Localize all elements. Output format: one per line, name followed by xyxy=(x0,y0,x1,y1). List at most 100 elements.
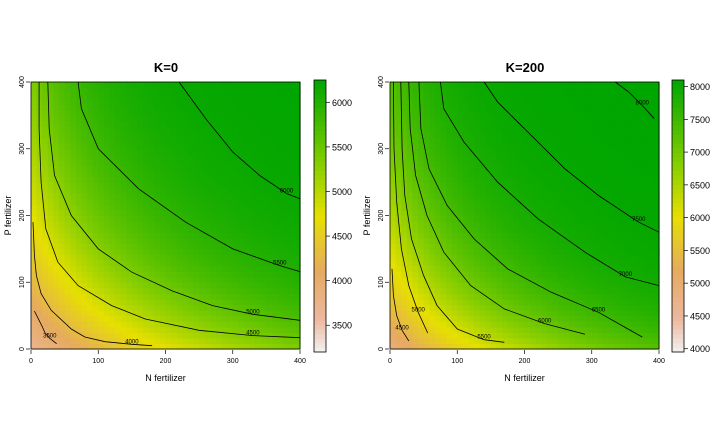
heatmap-cell xyxy=(440,232,447,239)
heatmap-cell xyxy=(227,182,234,189)
heatmap-cell xyxy=(98,298,105,306)
heatmap-cell xyxy=(546,315,554,322)
heatmap-cell xyxy=(541,315,548,322)
heatmap-cell xyxy=(513,337,520,345)
colorbar-tick-label: 6500 xyxy=(690,180,710,190)
heatmap-cell xyxy=(271,326,279,333)
heatmap-cell xyxy=(109,226,116,233)
heatmap-cell xyxy=(243,337,251,345)
heatmap-cell xyxy=(148,93,155,100)
heatmap-cell xyxy=(98,143,105,150)
heatmap-cell xyxy=(199,143,206,150)
heatmap-cell xyxy=(87,293,94,300)
heatmap-cell xyxy=(502,82,509,89)
heatmap-cell xyxy=(210,310,217,317)
heatmap-cell xyxy=(390,109,397,116)
heatmap-cell xyxy=(485,126,492,133)
heatmap-cell xyxy=(558,326,565,333)
heatmap-cell xyxy=(53,159,60,167)
heatmap-cell xyxy=(204,182,211,189)
heatmap-cell xyxy=(434,98,442,105)
heatmap-cell xyxy=(288,260,295,267)
heatmap-cell xyxy=(507,237,514,244)
heatmap-cell xyxy=(47,154,55,161)
heatmap-cell xyxy=(412,276,419,283)
heatmap-cell xyxy=(619,282,626,289)
heatmap-cell xyxy=(176,248,183,256)
heatmap-cell xyxy=(131,260,139,267)
heatmap-cell xyxy=(474,209,481,217)
heatmap-cell xyxy=(580,154,587,161)
heatmap-cell xyxy=(277,120,284,128)
heatmap-cell xyxy=(210,109,217,116)
heatmap-cell xyxy=(490,326,498,333)
heatmap-cell xyxy=(171,115,178,122)
heatmap-cell xyxy=(232,109,239,116)
heatmap-cell xyxy=(31,104,38,111)
heatmap-cell xyxy=(468,154,475,161)
heatmap-cell xyxy=(36,282,43,289)
contour-label: 7500 xyxy=(632,217,646,223)
heatmap-cell xyxy=(586,298,593,306)
heatmap-cell xyxy=(446,82,453,89)
heatmap-cell xyxy=(64,209,71,217)
heatmap-cell xyxy=(187,171,195,178)
heatmap-cell xyxy=(260,315,267,322)
heatmap-cell xyxy=(64,326,71,333)
heatmap-cell xyxy=(115,276,122,283)
heatmap-cell xyxy=(176,310,183,317)
heatmap-cell xyxy=(249,126,256,133)
colorbar-swatch xyxy=(314,116,326,122)
heatmap-cell xyxy=(148,226,155,233)
heatmap-cell xyxy=(502,204,509,211)
heatmap-cell xyxy=(193,204,200,211)
heatmap-cell xyxy=(546,126,554,133)
heatmap-cell xyxy=(204,337,211,345)
heatmap-cell xyxy=(277,198,284,205)
heatmap-cell xyxy=(260,93,267,100)
heatmap-cell xyxy=(227,159,234,167)
colorbar-swatch xyxy=(314,338,326,344)
heatmap-cell xyxy=(81,243,88,250)
heatmap-cell xyxy=(131,171,139,178)
heatmap-cell xyxy=(446,137,453,144)
heatmap-cell xyxy=(395,310,402,317)
heatmap-cell xyxy=(31,221,38,228)
heatmap-cell xyxy=(210,232,217,239)
colorbar-swatch xyxy=(672,293,684,299)
heatmap-cell xyxy=(103,282,111,289)
heatmap-cell xyxy=(546,254,554,261)
heatmap-cell xyxy=(294,298,301,306)
heatmap-cell xyxy=(159,154,167,161)
heatmap-cell xyxy=(266,326,273,333)
heatmap-cell xyxy=(401,215,408,222)
heatmap-cell xyxy=(271,343,279,350)
heatmap-cell xyxy=(423,115,430,122)
heatmap-cell xyxy=(502,215,509,222)
heatmap-cell xyxy=(255,315,262,322)
heatmap-cell xyxy=(625,82,632,89)
heatmap-cell xyxy=(288,237,295,244)
heatmap-cell xyxy=(243,93,251,100)
heatmap-cell xyxy=(485,337,492,345)
heatmap-cell xyxy=(518,237,526,244)
heatmap-cell xyxy=(653,310,660,317)
colorbar-swatch xyxy=(672,216,684,222)
heatmap-cell xyxy=(249,343,256,350)
heatmap-cell xyxy=(636,298,643,306)
heatmap-cell xyxy=(434,248,442,256)
heatmap-cell xyxy=(64,87,71,94)
heatmap-cell xyxy=(255,287,262,294)
heatmap-cell xyxy=(227,137,234,144)
heatmap-cell xyxy=(294,343,301,350)
heatmap-cell xyxy=(120,232,127,239)
heatmap-cell xyxy=(412,310,419,317)
heatmap-cell xyxy=(171,215,178,222)
heatmap-cell xyxy=(524,171,531,178)
heatmap-cell xyxy=(98,154,105,161)
colorbar-swatch xyxy=(672,238,684,244)
heatmap-cell xyxy=(647,204,654,211)
heatmap-cell xyxy=(70,154,77,161)
contour-line-5000 xyxy=(393,81,429,334)
heatmap-cell xyxy=(642,165,649,172)
